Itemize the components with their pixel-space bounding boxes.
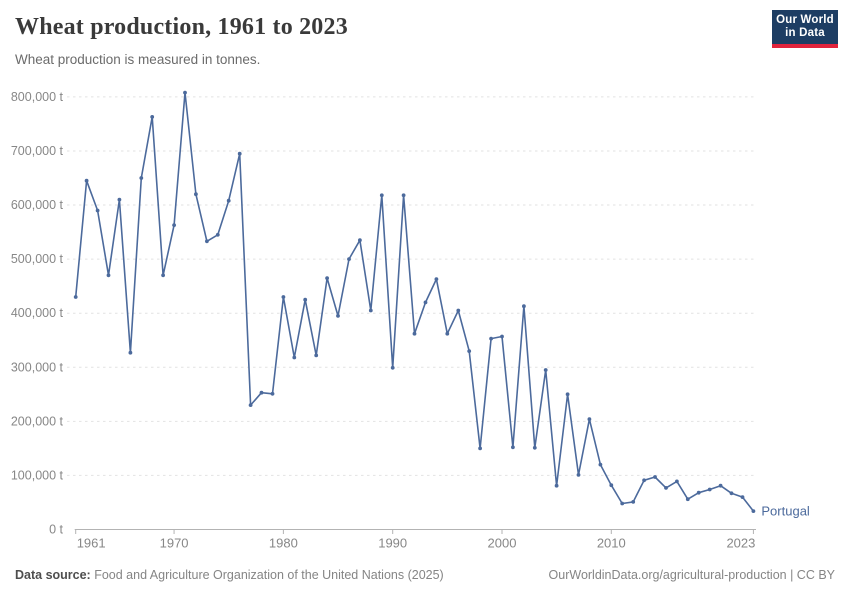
data-point[interactable] — [631, 500, 636, 504]
data-point[interactable] — [675, 479, 679, 484]
owid-logo-line1: Our World — [776, 14, 834, 26]
data-point[interactable] — [609, 483, 614, 488]
data-point[interactable] — [314, 353, 319, 358]
data-point[interactable] — [696, 490, 701, 495]
data-point[interactable] — [237, 151, 242, 156]
data-point[interactable] — [423, 300, 428, 305]
data-point[interactable] — [576, 473, 581, 477]
data-point[interactable] — [532, 445, 537, 450]
data-point[interactable] — [303, 297, 308, 302]
data-point[interactable] — [95, 208, 100, 213]
data-point[interactable] — [117, 197, 122, 202]
chart-footer: Data source: Food and Agriculture Organi… — [0, 565, 850, 595]
data-point[interactable] — [467, 349, 472, 353]
data-point[interactable] — [620, 501, 625, 506]
data-point[interactable] — [543, 368, 548, 372]
data-point[interactable] — [718, 483, 723, 488]
data-point[interactable] — [194, 192, 198, 197]
entity-label[interactable]: Portugal — [761, 504, 810, 519]
data-point[interactable] — [139, 176, 144, 180]
y-gridlines — [67, 96, 756, 476]
x-axis-labels: 1961 1970 1980 1990 2000 2010 2023 — [77, 536, 756, 551]
data-point[interactable] — [740, 495, 745, 499]
data-source-note: Data source: Food and Agriculture Organi… — [15, 568, 444, 582]
data-source-label: Data source: — [15, 568, 91, 582]
data-point[interactable] — [390, 365, 395, 370]
data-point[interactable] — [205, 239, 209, 244]
y-tick-label: 100,000 t — [11, 468, 64, 482]
y-tick-label: 800,000 t — [11, 90, 64, 104]
data-point[interactable] — [445, 331, 450, 336]
data-point[interactable] — [685, 497, 690, 502]
x-tick-label: 1990 — [378, 536, 407, 551]
data-point[interactable] — [73, 295, 78, 299]
data-point[interactable] — [336, 314, 340, 318]
y-tick-label: 500,000 t — [11, 252, 64, 266]
data-point[interactable] — [325, 276, 329, 280]
data-point[interactable] — [642, 478, 646, 483]
data-point[interactable] — [226, 198, 231, 203]
data-point[interactable] — [478, 446, 482, 451]
data-line[interactable] — [74, 91, 755, 512]
data-point[interactable] — [653, 475, 657, 479]
data-point[interactable] — [412, 331, 417, 336]
data-point[interactable] — [215, 232, 220, 237]
data-point[interactable] — [259, 390, 264, 395]
data-point[interactable] — [292, 355, 297, 360]
x-axis — [74, 529, 756, 534]
data-points[interactable] — [73, 90, 756, 513]
data-point[interactable] — [248, 403, 253, 407]
y-tick-label: 0 t — [49, 523, 63, 537]
data-point[interactable] — [598, 462, 603, 467]
x-tick-label: 2023 — [726, 536, 755, 551]
y-tick-label: 600,000 t — [11, 198, 64, 212]
data-point[interactable] — [358, 238, 362, 243]
data-point[interactable] — [106, 273, 111, 278]
chart-subtitle: Wheat production is measured in tonnes. — [15, 52, 261, 67]
y-tick-label: 200,000 t — [11, 414, 64, 428]
data-point[interactable] — [587, 417, 592, 422]
data-point[interactable] — [84, 178, 89, 183]
data-point[interactable] — [183, 90, 187, 95]
x-tick-label: 1961 — [77, 536, 106, 551]
data-point[interactable] — [150, 115, 155, 119]
data-point[interactable] — [434, 277, 439, 281]
y-axis-labels: 0 t 100,000 t 200,000 t 300,000 t 400,000 t 5… — [11, 90, 64, 537]
footer-link[interactable]: OurWorldinData.org/agricultural-producti… — [548, 568, 835, 582]
data-point[interactable] — [401, 193, 406, 198]
x-tick-label: 2000 — [488, 536, 517, 551]
data-point[interactable] — [664, 486, 668, 490]
data-point[interactable] — [347, 257, 351, 261]
data-point[interactable] — [172, 223, 177, 228]
x-tick-label: 1980 — [269, 536, 298, 551]
data-point[interactable] — [489, 336, 493, 341]
data-point[interactable] — [281, 295, 286, 299]
data-point[interactable] — [729, 491, 734, 496]
page-title: Wheat production, 1961 to 2023 — [15, 14, 348, 40]
x-tick-label: 2010 — [597, 536, 626, 551]
owid-logo-line2: in Data — [785, 27, 825, 39]
data-point[interactable] — [379, 193, 384, 198]
data-point[interactable] — [456, 308, 461, 313]
owid-logo[interactable]: Our World in Data — [772, 10, 838, 48]
y-tick-label: 700,000 t — [11, 144, 64, 158]
data-point[interactable] — [161, 273, 166, 278]
data-point[interactable] — [565, 392, 570, 397]
data-point[interactable] — [128, 350, 133, 355]
data-point[interactable] — [511, 445, 515, 450]
data-point[interactable] — [751, 509, 756, 513]
data-point[interactable] — [522, 304, 526, 309]
data-point[interactable] — [707, 487, 712, 492]
data-point[interactable] — [500, 334, 504, 339]
y-tick-label: 400,000 t — [11, 306, 64, 320]
y-tick-label: 300,000 t — [11, 360, 64, 374]
data-source-text: Food and Agriculture Organization of the… — [90, 568, 444, 582]
data-point[interactable] — [270, 391, 275, 396]
data-point[interactable] — [554, 483, 559, 488]
x-tick-label: 1970 — [160, 536, 189, 551]
data-point[interactable] — [368, 308, 373, 313]
